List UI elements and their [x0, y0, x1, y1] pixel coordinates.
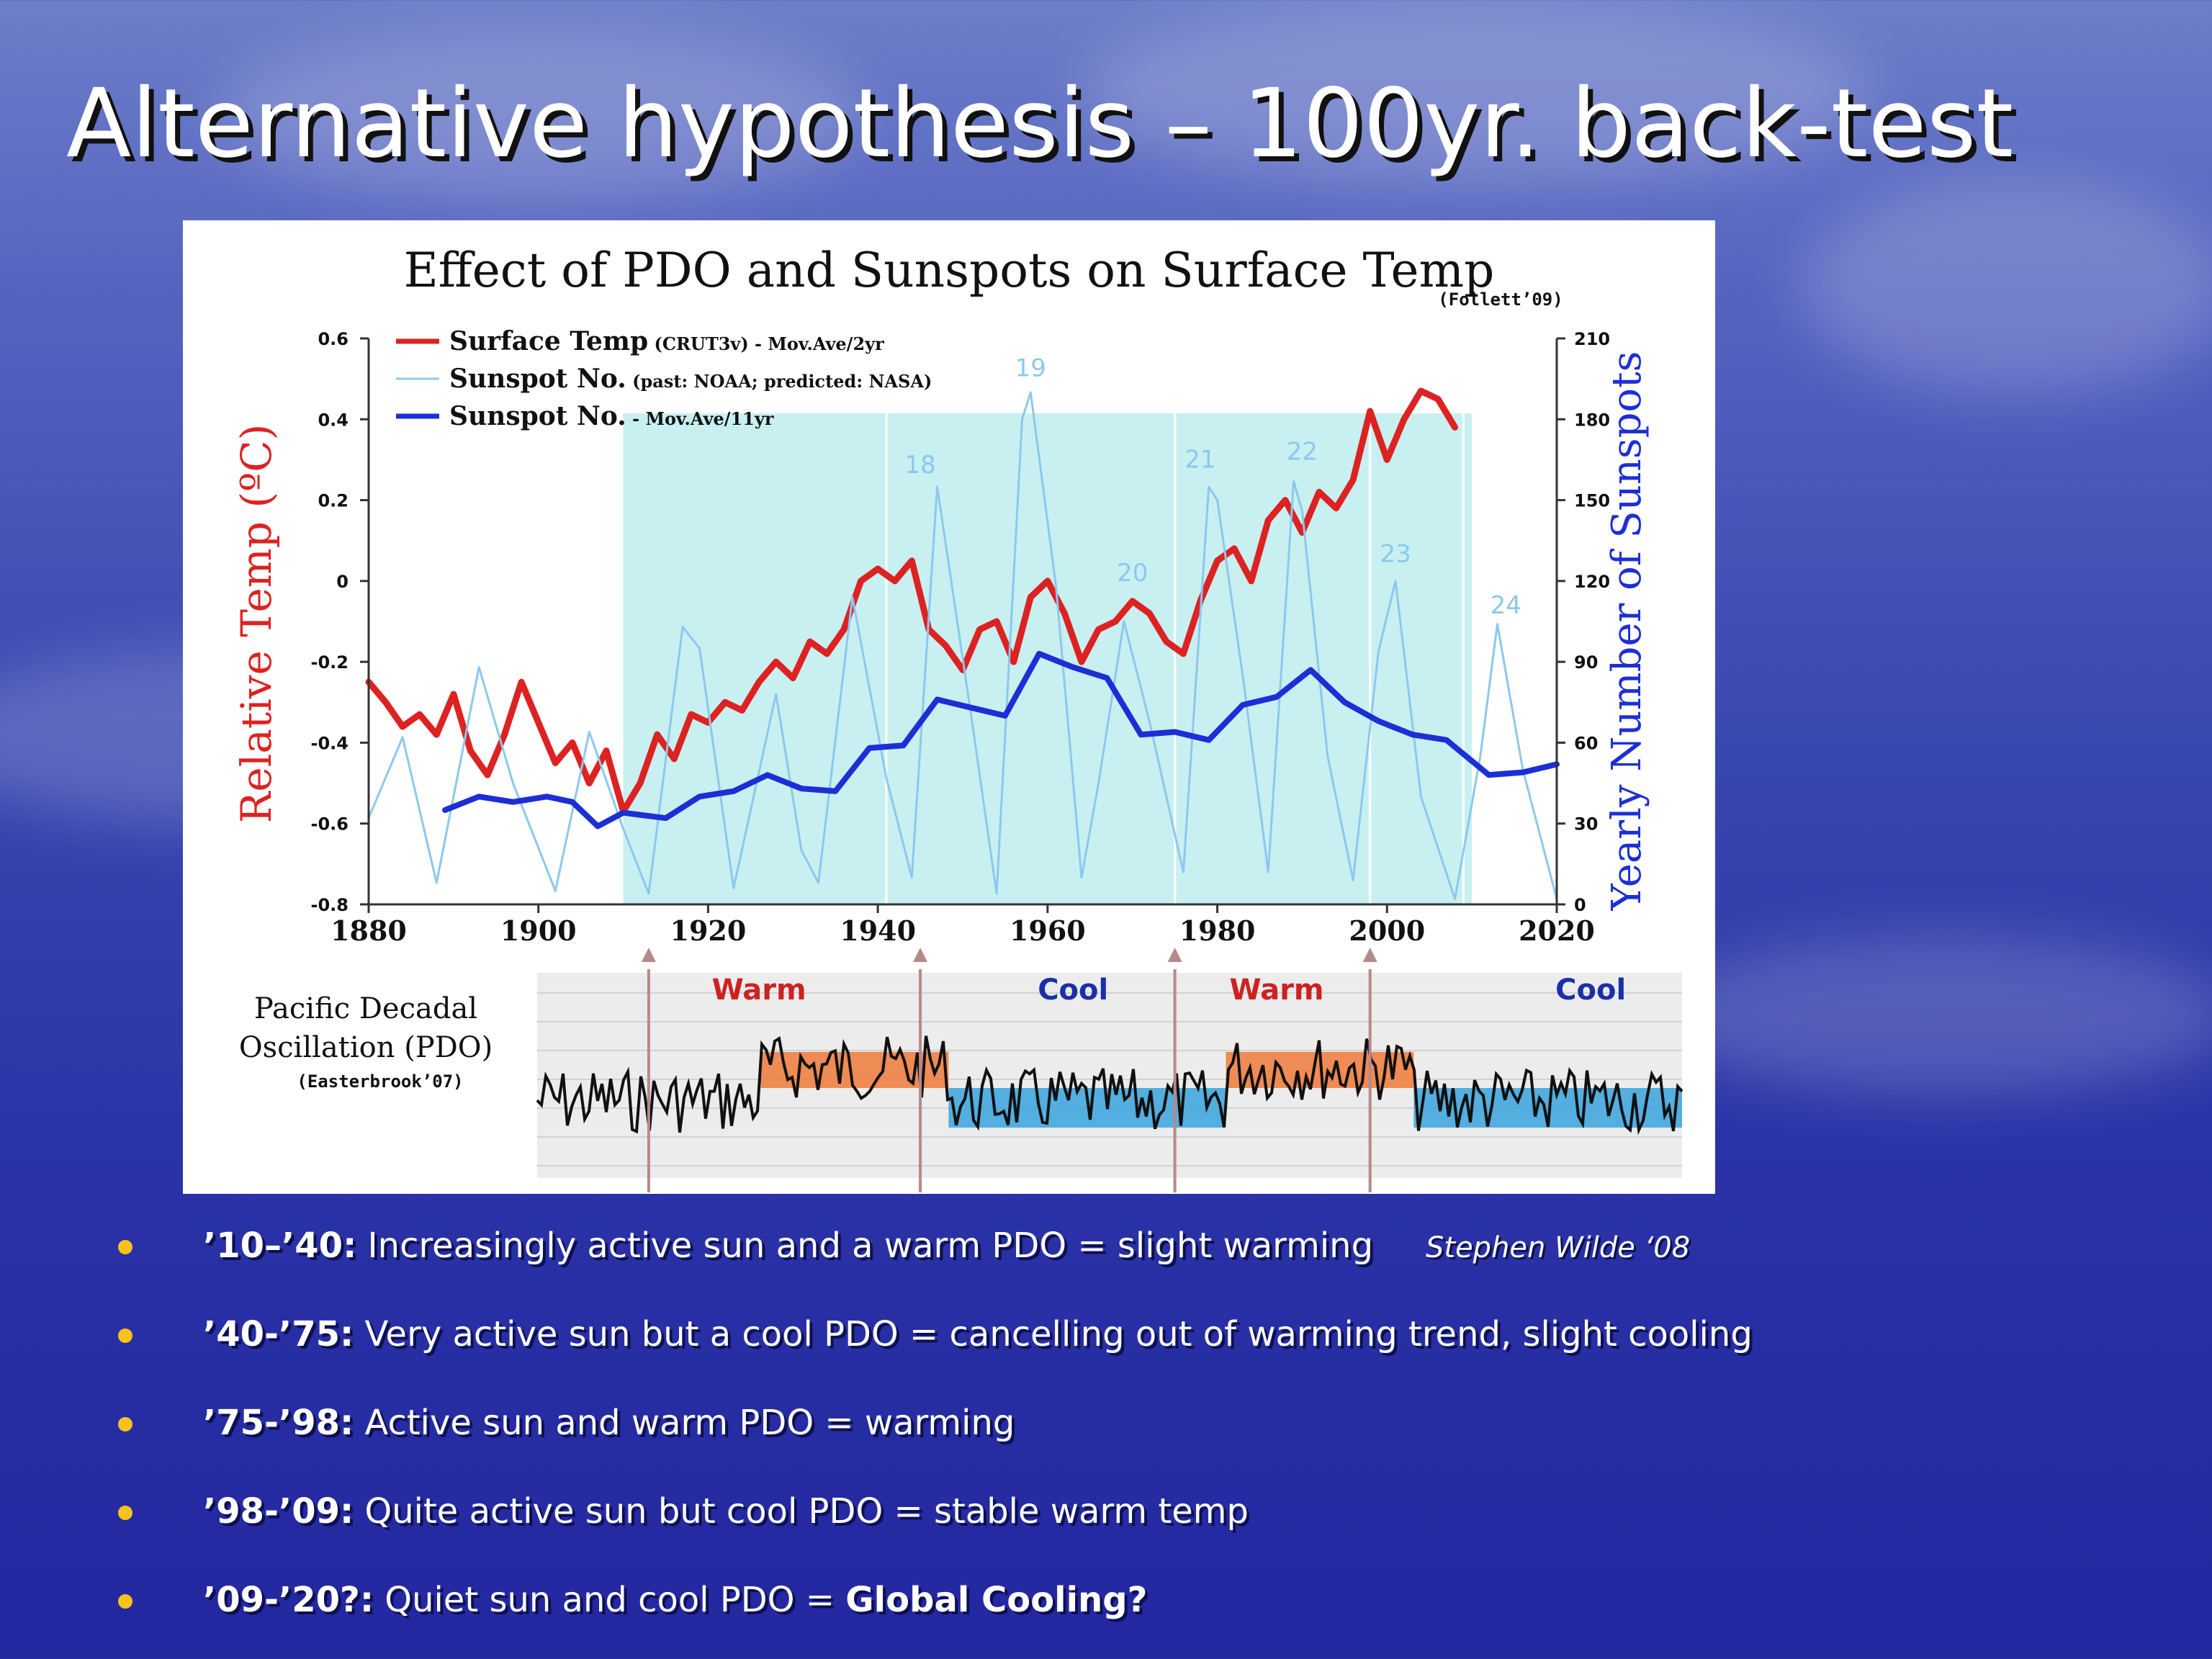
- bullet-text: Active sun and warm PDO = warming: [354, 1403, 1015, 1443]
- legend-note: (past: NOAA; predicted: NASA): [626, 371, 932, 392]
- y2-tick-label: 120: [1574, 572, 1610, 592]
- legend-label: Sunspot No.: [449, 364, 626, 394]
- bullet-text: Quite active sun but cool PDO = stable w…: [354, 1491, 1249, 1532]
- y-tick-label: 0.4: [318, 410, 349, 430]
- y2-tick-label: 90: [1574, 652, 1598, 673]
- pdo-title-line2: Oscillation (PDO): [239, 1031, 493, 1064]
- pdo-phase-label: Cool: [1038, 974, 1108, 1007]
- cloud: [1080, 0, 1872, 187]
- legend-label: Surface Temp: [449, 326, 648, 356]
- pdo-arrow-head: [641, 948, 656, 962]
- x-tick-label: 1920: [670, 914, 747, 947]
- chart-panel: 0.6 0.4 0.2 0 -0.2 -0.4 -0.6 -0.8 210 180 150 120 90…: [183, 220, 1715, 1194]
- pdo-phase-label: Warm: [1230, 974, 1324, 1007]
- cloud: [1656, 936, 2212, 1094]
- chart-subtitle: (Follett’09): [1438, 289, 1563, 310]
- series-line-2: [367, 391, 1558, 900]
- legend-note: (CRUT3v) - Mov.Ave/2yr: [648, 333, 884, 354]
- bullet-text: Quiet sun and cool PDO =: [374, 1580, 846, 1620]
- y-tick-label: -0.8: [311, 895, 349, 915]
- bullet-text: Increasingly active sun and a warm PDO =…: [356, 1226, 1374, 1266]
- x-tick-label: 1980: [1179, 914, 1256, 947]
- legend-entry: Surface Temp (CRUT3v) - Mov.Ave/2yr: [449, 326, 884, 356]
- y-tick-label: 0.2: [318, 491, 349, 511]
- chart-figure: 0.60.40.20-0.2-0.4-0.6-0.821018015012090…: [232, 243, 1683, 1192]
- bullet-dot-icon: [118, 1506, 132, 1520]
- bullet-dot-icon: [118, 1594, 132, 1609]
- pdo-arrow-head: [1362, 948, 1377, 962]
- x-tick-label: 1900: [500, 914, 577, 947]
- y2-tick-label: 150: [1574, 491, 1610, 511]
- cloud: [1800, 180, 2212, 396]
- y-tick-label: -0.4: [311, 733, 349, 753]
- legend-label: Sunspot No.: [449, 401, 626, 431]
- y-tick-label: -0.6: [311, 814, 349, 835]
- bullet-period: ’98-’09:: [203, 1491, 354, 1532]
- y2-tick-label: 0: [1574, 895, 1586, 915]
- pdo-arrow-head: [1167, 948, 1182, 962]
- y2-tick-label: 210: [1574, 329, 1610, 349]
- y2-tick-label: 60: [1574, 733, 1598, 753]
- x-tick-label: 1940: [840, 914, 916, 947]
- y-tick-label: 0: [336, 572, 349, 592]
- y2-tick-label: 30: [1574, 814, 1598, 835]
- x-tick-label: 2020: [1519, 914, 1595, 947]
- slide-title: Alternative hypothesis – 100yr. back-tes…: [66, 68, 2014, 179]
- x-tick-label: 2000: [1349, 914, 1425, 947]
- cloud: [216, 29, 864, 202]
- x-tick-label: 1960: [1010, 914, 1086, 947]
- series-line-3: [442, 650, 1560, 830]
- y2-axis-title: Yearly Number of Sunspots: [1604, 351, 1650, 912]
- cycle-label: 21: [1184, 446, 1215, 475]
- bullet-tail: Global Cooling?: [845, 1580, 1148, 1620]
- legend-note: - Mov.Ave/11yr: [626, 408, 774, 429]
- legend-entry: Sunspot No. (past: NOAA; predicted: NASA…: [449, 364, 932, 394]
- bullet-period: ’75-’98:: [203, 1403, 354, 1443]
- pdo-panel: [537, 973, 1682, 1178]
- y-tick-label: 0.6: [318, 329, 349, 349]
- y-tick-label: -0.2: [311, 652, 349, 673]
- cycle-label: 23: [1380, 540, 1411, 569]
- pdo-title-line1: Pacific Decadal: [254, 992, 477, 1025]
- bullet-dot-icon: [118, 1240, 132, 1254]
- pdo-arrow-head: [913, 948, 928, 962]
- bullet-period: ’09-’20?:: [203, 1580, 374, 1620]
- x-tick-label: 1880: [331, 914, 407, 947]
- cycle-label: 18: [904, 451, 935, 480]
- bullet-text: Very active sun but a cool PDO = cancell…: [354, 1314, 1753, 1354]
- cycle-label: 19: [1015, 354, 1046, 382]
- bullet-period: ’10–’40:: [203, 1226, 357, 1266]
- pdo-trace: [536, 1035, 1683, 1136]
- chart-title: Effect of PDO and Sunspots on Surface Te…: [404, 243, 1495, 298]
- series-line-1: [365, 387, 1459, 815]
- y2-tick-label: 180: [1574, 410, 1610, 430]
- pdo-credit: (Easterbrook’07): [297, 1071, 463, 1092]
- cycle-label: 22: [1287, 437, 1318, 466]
- y-axis-title: Relative Temp (ºC): [232, 424, 281, 823]
- pdo-phase-label: Cool: [1555, 974, 1626, 1007]
- cycle-label: 24: [1491, 591, 1521, 620]
- bullet-dot-icon: [118, 1328, 132, 1343]
- bullet-dot-icon: [118, 1417, 132, 1431]
- pdo-phase-label: Warm: [712, 974, 806, 1007]
- credit-text: Stephen Wilde ‘08: [1426, 1231, 1691, 1264]
- cycle-label: 20: [1117, 559, 1148, 588]
- legend-entry: Sunspot No. - Mov.Ave/11yr: [449, 401, 774, 431]
- bullet-period: ’40-’75:: [203, 1314, 354, 1354]
